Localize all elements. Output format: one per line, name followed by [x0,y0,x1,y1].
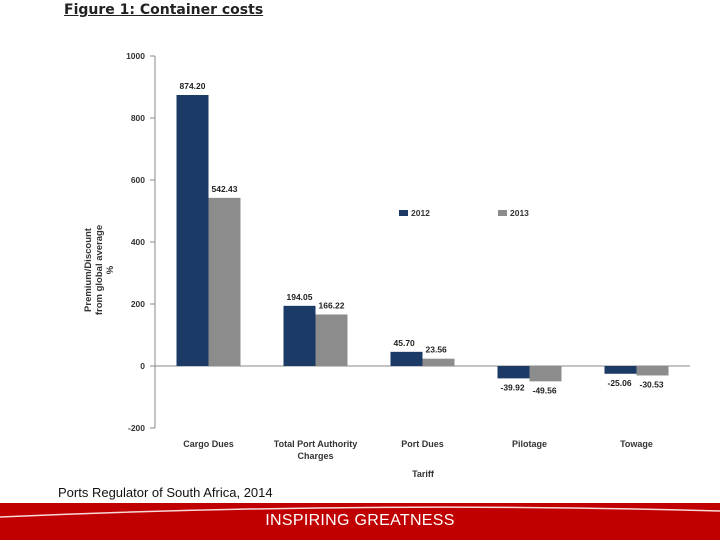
bar-2012-3 [497,366,530,379]
category-label: Port Dues [401,439,444,449]
data-label-2012: -39.92 [501,382,525,392]
category-label-line: Port Dues [401,439,444,449]
footer-swoosh [0,506,720,518]
y-tick-label: 1000 [126,51,145,61]
y-tick-label: 200 [131,299,145,309]
category-label: Pilotage [512,439,547,449]
data-label-2012: 874.20 [180,81,206,91]
container-costs-chart: -200 0 200 400 600 800 1000 Premium/Discountfro… [83,51,690,479]
bar-2013-4 [636,366,669,376]
bar-2013-2 [422,358,455,366]
y-tick-label: 400 [131,237,145,247]
legend-label-2013: 2013 [510,208,529,218]
y-axis-label-line: from global average [94,225,105,315]
category-label: Towage [620,439,653,449]
footer-bar: INSPIRING GREATNESS [0,503,720,540]
bar-2012-2 [390,351,423,366]
data-label-2012: -25.06 [608,378,632,388]
data-label-2013: 166.22 [319,300,345,310]
source-note: Ports Regulator of South Africa, 2014 [58,485,273,500]
y-tick-label: 0 [140,361,145,371]
legend-swatch-2013 [498,210,507,216]
y-tick-label: 800 [131,113,145,123]
category-label-line: Charges [297,451,333,461]
bar-2013-1 [315,314,348,366]
data-label-2012: 194.05 [287,292,313,302]
bar-2012-4 [604,366,637,374]
bar-2013-3 [529,366,562,382]
x-axis-label: Tariff [412,469,435,479]
y-axis-label: Premium/Discountfrom global average% [83,225,116,315]
data-label-2012: 45.70 [394,338,416,348]
bar-2013-0 [208,197,241,366]
footer-tagline: INSPIRING GREATNESS [265,512,455,529]
category-label: Cargo Dues [183,439,234,449]
bar-2012-0 [176,94,209,367]
legend-label-2012: 2012 [411,208,430,218]
y-tick-label: 600 [131,175,145,185]
data-label-2013: 542.43 [212,184,238,194]
data-label-2013: -49.56 [533,385,557,395]
category-label-line: Cargo Dues [183,439,234,449]
bar-2012-1 [283,305,316,366]
category-label-line: Pilotage [512,439,547,449]
category-label-line: Total Port Authority [274,439,358,449]
data-label-2013: -30.53 [640,379,664,389]
category-label: Total Port Authority Charges [274,439,358,461]
figure-title: Figure 1: Container costs [64,2,264,18]
y-axis-label-line: % [105,265,116,274]
category-label-line: Towage [620,439,653,449]
data-label-2013: 23.56 [426,345,448,355]
legend-swatch-2012 [399,210,408,216]
y-axis-label-line: Premium/Discount [83,227,94,312]
y-tick-label: -200 [128,423,145,433]
